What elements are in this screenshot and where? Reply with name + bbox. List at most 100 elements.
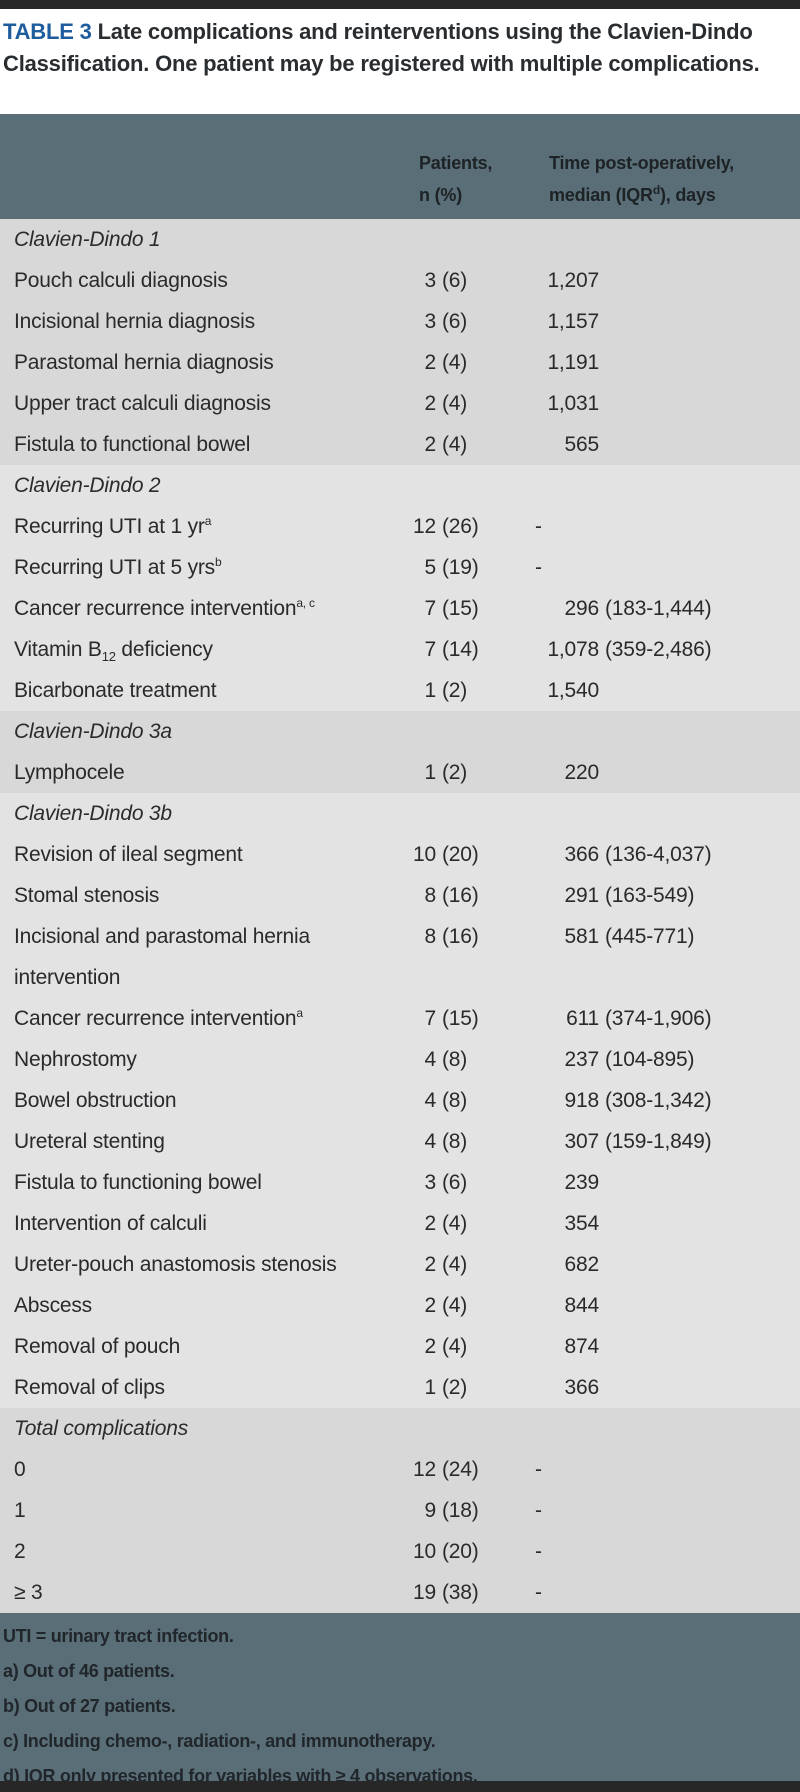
patients-percent: (24): [442, 1458, 479, 1481]
table-row: 1 9 (18) -: [0, 1490, 800, 1531]
patients-count: 12: [413, 1458, 436, 1481]
time-header-line2-post: ), days: [659, 185, 716, 205]
table-section: Total complications 0 12 (24) -1 9 (18) -2 10 (20…: [0, 1408, 800, 1613]
time-header-line2-pre: median (IQR: [549, 185, 653, 205]
footnote-line: b) Out of 27 patients.: [3, 1696, 176, 1716]
complication-label-text: Stomal stenosis: [14, 884, 160, 907]
complication-label-text: Bicarbonate treatment: [14, 679, 217, 702]
patients-cell: 1 (2): [405, 752, 535, 793]
top-rule: [0, 0, 800, 9]
complication-label: Lymphocele: [0, 752, 405, 793]
patients-cell: 1 (2): [405, 670, 535, 711]
patients-percent: (19): [442, 556, 479, 579]
column-header-band: Patients, n (%) Time post-operatively, m…: [0, 114, 800, 219]
section-title: Total complications: [14, 1417, 189, 1440]
time-iqr: (308-1,342): [605, 1089, 712, 1112]
patients-percent: (2): [442, 761, 468, 784]
table-section: Clavien-Dindo 3a Lymphocele 1 (2) 220: [0, 711, 800, 793]
patients-cell: 10 (20): [405, 834, 535, 875]
patients-count: 2: [424, 351, 437, 374]
patients-count: 2: [424, 1335, 437, 1358]
table-row: 0 12 (24) -: [0, 1449, 800, 1490]
patients-percent: (26): [442, 515, 479, 538]
patients-percent: (15): [442, 597, 479, 620]
time-cell: 237 (104-895): [535, 1039, 800, 1080]
table-row: Ureter-pouch anastomosis stenosis 2 (4) 682: [0, 1244, 800, 1285]
table-row: Nephrostomy 4 (8) 237 (104-895): [0, 1039, 800, 1080]
patients-count: 3: [424, 1171, 437, 1194]
table-caption: TABLE 3 Late complications and reinterve…: [0, 9, 800, 114]
section-title: Clavien-Dindo 3b: [14, 802, 172, 825]
patients-count: 7: [424, 597, 437, 620]
complication-label: Incisional and parastomal hernia interve…: [0, 916, 405, 998]
complication-label: Ureteral stenting: [0, 1121, 405, 1162]
footnote-marker: a: [204, 514, 212, 528]
table-row: Revision of ileal segment 10 (20) 366 (136-4…: [0, 834, 800, 875]
patients-cell: 2 (4): [405, 424, 535, 465]
time-cell: 1,031: [535, 383, 800, 424]
complication-label-text: Bowel obstruction: [14, 1089, 177, 1112]
time-cell: 682: [535, 1244, 800, 1285]
patients-percent: (2): [442, 1376, 468, 1399]
complication-label: Ureter-pouch anastomosis stenosis: [0, 1244, 405, 1285]
section-title: Clavien-Dindo 3a: [14, 720, 172, 743]
patients-count: 9: [424, 1499, 437, 1522]
complication-label-text: ≥ 3: [14, 1581, 43, 1604]
table-row: Bicarbonate treatment 1 (2) 1,540: [0, 670, 800, 711]
time-not-available: -: [535, 1540, 542, 1563]
table-row: Pouch calculi diagnosis 3 (6) 1,207: [0, 260, 800, 301]
complication-label-text: Ureteral stenting: [14, 1130, 165, 1153]
patients-cell: 7 (15): [405, 998, 535, 1039]
time-not-available: -: [535, 556, 542, 579]
complication-label: Bicarbonate treatment: [0, 670, 405, 711]
time-median: 237: [564, 1048, 600, 1071]
time-iqr: (163-549): [605, 884, 695, 907]
footnote-line: UTI = urinary tract infection.: [3, 1626, 234, 1646]
complication-label-text: Incisional hernia diagnosis: [14, 310, 255, 333]
patients-count: 2: [424, 433, 437, 456]
time-median: 918: [564, 1089, 600, 1112]
time-cell: -: [535, 1449, 800, 1490]
complication-label-text: Recurring UTI at 5 yrs: [14, 556, 215, 579]
time-median: 1,157: [547, 310, 599, 333]
time-cell: -: [535, 506, 800, 547]
patients-percent: (16): [442, 884, 479, 907]
patients-cell: 19 (38): [405, 1572, 535, 1613]
time-median: 682: [564, 1253, 600, 1276]
footnote-marker: b: [215, 555, 222, 569]
patients-count: 2: [424, 1294, 437, 1317]
complication-label: Fistula to functional bowel: [0, 424, 405, 465]
patients-percent: (38): [442, 1581, 479, 1604]
time-not-available: -: [535, 1458, 542, 1481]
table-row: Cancer recurrence interventiona 7 (15) 611(…: [0, 998, 800, 1039]
complication-label: Removal of clips: [0, 1367, 405, 1408]
patients-cell: 2 (4): [405, 383, 535, 424]
patients-cell: 7 (15): [405, 588, 535, 629]
complication-label: Intervention of calculi: [0, 1203, 405, 1244]
column-header-patients: Patients, n (%): [419, 147, 492, 211]
time-cell: -: [535, 547, 800, 588]
time-cell: 291 (163-549): [535, 875, 800, 916]
patients-count: 12: [413, 515, 436, 538]
patients-count: 2: [424, 392, 437, 415]
complication-label: Upper tract calculi diagnosis: [0, 383, 405, 424]
table-caption-text: Late complications and reinterventions u…: [3, 19, 760, 76]
complication-label: ≥ 3: [0, 1572, 405, 1613]
complication-label-text: Fistula to functioning bowel: [14, 1171, 262, 1194]
footnote-marker: a, c: [296, 596, 315, 610]
patients-count: 1: [424, 761, 437, 784]
patients-percent: (20): [442, 1540, 479, 1563]
patients-cell: 1 (2): [405, 1367, 535, 1408]
table-row: Abscess 2 (4) 844: [0, 1285, 800, 1326]
complication-label: Fistula to functioning bowel: [0, 1162, 405, 1203]
time-cell: 844: [535, 1285, 800, 1326]
time-iqr: (445-771): [605, 925, 695, 948]
time-iqr: (183-1,444): [605, 597, 712, 620]
time-median: 366: [564, 843, 600, 866]
section-title: Clavien-Dindo 1: [14, 228, 161, 251]
time-cell: 1,078 (359-2,486): [535, 629, 800, 670]
table-row: Lymphocele 1 (2) 220: [0, 752, 800, 793]
patients-cell: 3 (6): [405, 1162, 535, 1203]
time-cell: 611 (374-1,906): [535, 998, 800, 1039]
